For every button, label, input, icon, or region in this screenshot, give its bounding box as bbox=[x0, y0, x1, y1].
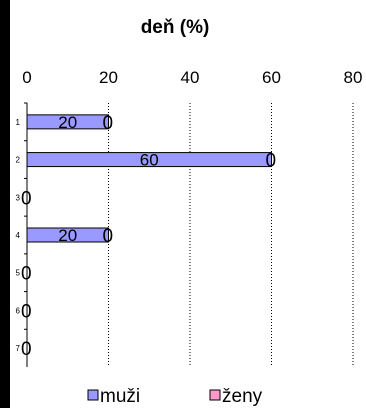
data-label: 0 bbox=[21, 301, 32, 322]
y-tick-label: 4 bbox=[16, 231, 21, 240]
gridlines bbox=[108, 103, 354, 367]
data-label: 0 bbox=[21, 188, 32, 209]
legend-label: ženy bbox=[222, 386, 263, 407]
data-label: 0 bbox=[21, 264, 32, 285]
left-edge-strip bbox=[0, 0, 10, 408]
y-tick-label: 2 bbox=[16, 156, 21, 165]
y-tick-label: 6 bbox=[16, 306, 21, 315]
data-label: 60 bbox=[140, 151, 159, 170]
x-tick-label: 60 bbox=[262, 68, 281, 87]
data-label: 0 bbox=[103, 226, 114, 247]
data-label: 20 bbox=[58, 226, 77, 245]
legend: muži ženy bbox=[87, 386, 263, 407]
x-tick-label: 0 bbox=[22, 68, 31, 87]
legend-label: muži bbox=[100, 386, 140, 407]
x-tick-label: 80 bbox=[344, 68, 363, 87]
legend-swatch bbox=[209, 389, 221, 401]
x-axis-ticks: 0 20 40 60 80 bbox=[22, 68, 362, 87]
chart-title: deň (%) bbox=[141, 17, 210, 38]
bar-muži bbox=[26, 152, 272, 168]
x-tick-label: 20 bbox=[99, 68, 118, 87]
data-label: 0 bbox=[103, 113, 114, 134]
legend-item-2: ženy bbox=[209, 386, 263, 407]
legend-item-1: muži bbox=[87, 386, 140, 407]
data-label: 0 bbox=[266, 151, 277, 172]
data-label: 0 bbox=[21, 339, 32, 360]
data-label: 20 bbox=[58, 113, 77, 132]
legend-swatch bbox=[87, 389, 99, 401]
bar-muži bbox=[26, 114, 109, 130]
x-tick-label: 40 bbox=[181, 68, 200, 87]
y-tick-label: 1 bbox=[16, 118, 21, 127]
bar-muži bbox=[26, 227, 109, 243]
bars: 20 0 60 0 0 20 0 0 0 0 bbox=[21, 113, 276, 360]
y-tick-label: 5 bbox=[16, 269, 21, 278]
y-tick-label: 7 bbox=[16, 344, 21, 353]
y-tick-label: 3 bbox=[16, 193, 21, 202]
